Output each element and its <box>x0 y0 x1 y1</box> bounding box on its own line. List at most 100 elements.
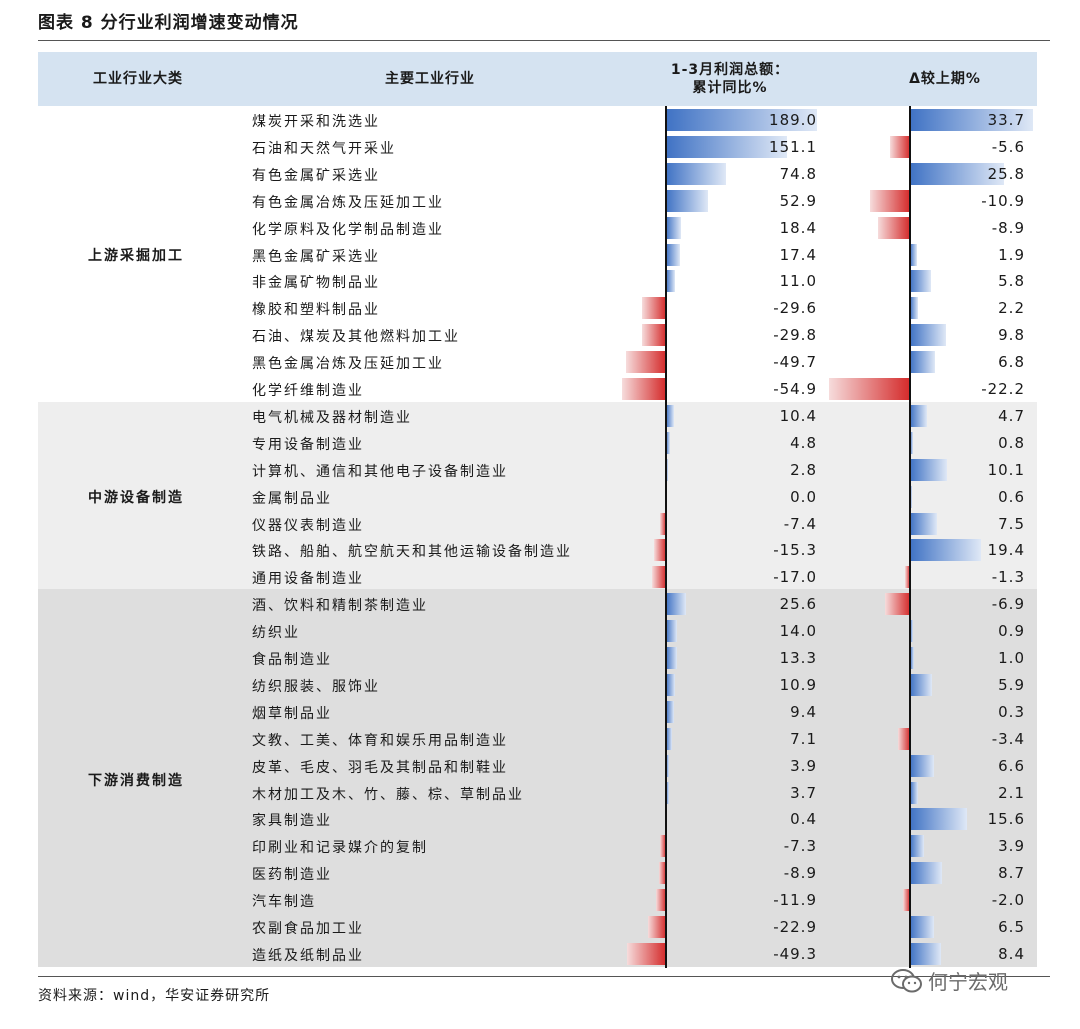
header-yoy: 1-3月利润总额： 累计同比% <box>620 61 840 97</box>
yoy-bar <box>666 673 675 696</box>
yoy-bar <box>656 889 666 912</box>
yoy-value: -29.8 <box>773 326 817 345</box>
yoy-value: 4.8 <box>790 433 817 452</box>
delta-bar <box>829 378 910 400</box>
industry-name: 造纸及纸制品业 <box>252 947 364 964</box>
industry-name: 有色金属矿采选业 <box>252 167 380 184</box>
industry-name: 电气机械及器材制造业 <box>252 409 412 426</box>
delta-bar <box>910 539 981 562</box>
delta-value: 4.7 <box>998 406 1025 425</box>
yoy-bar <box>666 109 818 131</box>
delta-bar <box>910 109 1033 131</box>
delta-value: 25.8 <box>987 164 1025 183</box>
delta-bar <box>910 431 913 454</box>
delta-value: 6.8 <box>998 353 1025 372</box>
industry-name: 化学纤维制造业 <box>252 383 364 399</box>
delta-bar <box>902 889 910 912</box>
delta-value: 5.8 <box>998 272 1025 291</box>
yoy-value: -29.6 <box>773 299 817 318</box>
yoy-value: 3.9 <box>790 756 817 775</box>
delta-value: 3.9 <box>998 837 1025 856</box>
yoy-bar <box>666 593 687 616</box>
yoy-value: -49.7 <box>773 353 817 372</box>
industry-name: 有色金属冶炼及压延加工业 <box>252 194 444 211</box>
yoy-value: 10.9 <box>779 675 817 694</box>
delta-bar <box>910 297 919 320</box>
delta-value: 0.3 <box>998 702 1025 721</box>
industry-name: 金属制品业 <box>252 490 332 507</box>
delta-bar <box>910 458 947 481</box>
yoy-value: 9.4 <box>790 702 817 721</box>
delta-value: 1.0 <box>998 649 1025 667</box>
yoy-bar <box>666 754 670 777</box>
table-row: 文教、工美、体育和娱乐用品制造业 7.1 -3.4 <box>0 726 1080 753</box>
industry-name: 通用设备制造业 <box>252 571 364 588</box>
table-row: 有色金属矿采选业 74.8 25.8 <box>0 161 1080 188</box>
yoy-value: -49.3 <box>773 944 817 963</box>
delta-value: -5.6 <box>991 137 1025 156</box>
header-yoy-line2: 累计同比% <box>692 80 768 96</box>
industry-name: 仪器仪表制造业 <box>252 517 364 534</box>
industry-name: 烟草制品业 <box>252 705 332 722</box>
yoy-bar <box>642 297 666 320</box>
yoy-bar <box>666 189 709 212</box>
table-row: 印刷业和记录媒介的复制 -7.3 3.9 <box>0 833 1080 860</box>
watermark: 何宁宏观 <box>890 966 1008 995</box>
yoy-bar <box>666 216 681 239</box>
industry-name: 木材加工及木、竹、藤、棕、草制品业 <box>252 786 524 803</box>
industry-name: 非金属矿物制品业 <box>252 275 380 292</box>
yoy-bar <box>660 512 666 535</box>
table-row: 煤炭开采和洗选业 189.0 33.7 <box>0 107 1080 134</box>
table-row: 家具制造业 0.4 15.6 <box>0 806 1080 833</box>
yoy-bar <box>652 566 666 589</box>
delta-value: -1.3 <box>991 568 1025 587</box>
yoy-axis <box>665 106 667 968</box>
yoy-bar <box>666 458 669 481</box>
delta-value: 10.1 <box>987 460 1025 479</box>
delta-bar <box>889 135 910 158</box>
yoy-value: -17.0 <box>773 568 817 587</box>
table-row: 木材加工及木、竹、藤、棕、草制品业 3.7 2.1 <box>0 780 1080 807</box>
delta-value: 33.7 <box>987 111 1025 129</box>
delta-bar <box>884 593 910 616</box>
delta-value: -2.0 <box>991 891 1025 910</box>
yoy-bar <box>666 700 674 723</box>
delta-value: 2.2 <box>998 299 1025 318</box>
delta-value: 8.7 <box>998 864 1025 883</box>
yoy-bar <box>666 647 677 669</box>
table-row: 农副食品加工业 -22.9 6.5 <box>0 914 1080 941</box>
industry-name: 食品制造业 <box>252 652 332 668</box>
midstream-band <box>38 402 1037 589</box>
delta-value: 0.8 <box>998 433 1025 452</box>
wechat-icon <box>891 968 922 992</box>
industry-name: 酒、饮料和精制茶制造业 <box>252 598 428 615</box>
industry-name: 医药制造业 <box>252 867 332 884</box>
downstream-band <box>38 589 1037 967</box>
delta-value: 6.5 <box>998 918 1025 936</box>
title-rule <box>38 40 1050 41</box>
industry-name: 黑色金属矿采选业 <box>252 248 380 265</box>
yoy-value: 189.0 <box>769 111 817 129</box>
table-row: 皮革、毛皮、羽毛及其制品和制鞋业 3.9 6.6 <box>0 753 1080 780</box>
yoy-bar <box>660 835 666 858</box>
table-row: 橡胶和塑料制品业 -29.6 2.2 <box>0 295 1080 322</box>
delta-value: 1.9 <box>998 245 1025 264</box>
yoy-bar <box>666 727 672 750</box>
industry-name: 皮革、毛皮、羽毛及其制品和制鞋业 <box>252 759 508 776</box>
table-row: 汽车制造 -11.9 -2.0 <box>0 887 1080 914</box>
industry-name: 石油和天然气开采业 <box>252 140 396 157</box>
delta-value: 0.6 <box>998 487 1025 506</box>
table-row: 石油和天然气开采业 151.1 -5.6 <box>0 134 1080 161</box>
yoy-value: 18.4 <box>779 218 817 237</box>
table-row: 非金属矿物制品业 11.0 5.8 <box>0 268 1080 295</box>
delta-value: -6.9 <box>991 595 1025 614</box>
delta-bar <box>910 324 946 347</box>
table-row: 金属制品业 0.0 0.6 <box>0 484 1080 511</box>
yoy-bar <box>642 324 666 347</box>
delta-bar <box>910 862 942 885</box>
yoy-value: 10.4 <box>779 406 817 425</box>
yoy-value: 0.0 <box>790 487 817 506</box>
source-note: 资料来源：wind，华安证券研究所 <box>38 988 271 1004</box>
yoy-bar <box>666 270 675 293</box>
bottom-rule <box>38 976 1050 977</box>
